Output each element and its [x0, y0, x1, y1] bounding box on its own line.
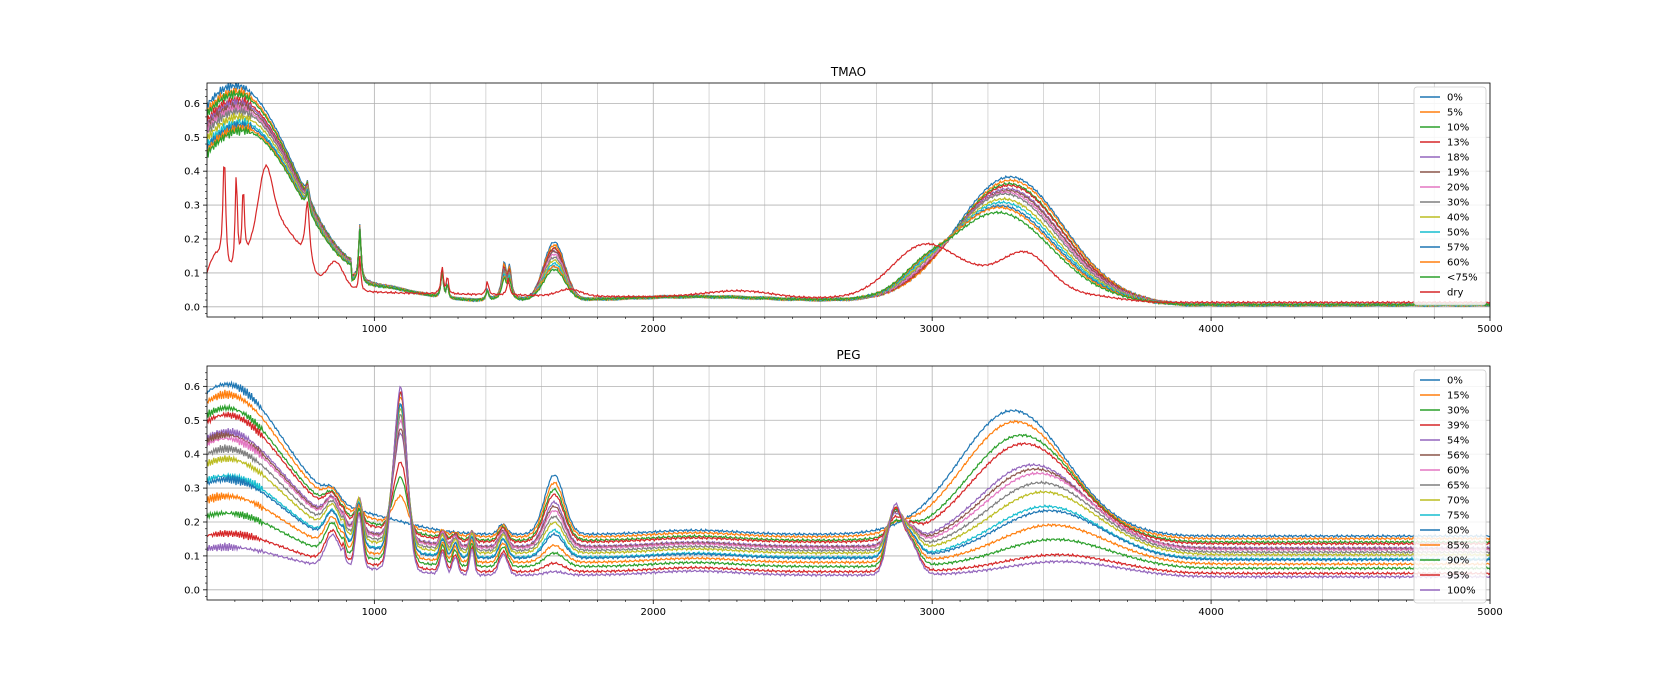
- y-tick-label: 0.4: [184, 450, 200, 461]
- legend-label: 80%: [1447, 526, 1469, 537]
- y-tick-label: 0.3: [184, 484, 200, 495]
- legend-label: 39%: [1447, 421, 1469, 432]
- x-tick-label: 1000: [362, 324, 387, 335]
- series-line-100%: [207, 385, 1490, 580]
- y-tick-label: 0.5: [184, 133, 200, 144]
- legend-label: dry: [1447, 288, 1463, 299]
- x-tick-label: 2000: [641, 324, 666, 335]
- x-tick-label: 5000: [1477, 324, 1502, 335]
- axes-frame: [206, 82, 1491, 318]
- y-tick-label: 0.2: [184, 518, 200, 529]
- legend-label: 65%: [1447, 481, 1469, 492]
- series-line-15%: [207, 389, 1490, 542]
- legend-label: 40%: [1447, 213, 1469, 224]
- y-tick-label: 0.1: [184, 268, 200, 279]
- series-group: [207, 83, 1490, 308]
- legend-label: 75%: [1447, 511, 1469, 522]
- series-line-57%: [207, 120, 1490, 308]
- legend-label: 100%: [1447, 586, 1476, 597]
- series-line-dry: [207, 163, 1490, 305]
- x-tick-label: 4000: [1198, 607, 1223, 618]
- x-tick-label: 5000: [1477, 607, 1502, 618]
- y-tick-label: 0.0: [184, 302, 200, 313]
- legend: 0% 15% 30% 39% 54% 56% 60% 65% 70% 75% 80% 85% 90% 95…: [1413, 369, 1487, 604]
- legend-label: 10%: [1447, 123, 1469, 134]
- y-tick-label: 0.5: [184, 416, 200, 427]
- series-line-50%: [207, 117, 1490, 308]
- legend-label: 60%: [1447, 466, 1469, 477]
- legend-label: 30%: [1447, 406, 1469, 417]
- legend-label: 0%: [1447, 376, 1463, 387]
- legend-label: 54%: [1447, 436, 1469, 447]
- series-line-95%: [207, 390, 1490, 576]
- y-tick-label: 0.3: [184, 201, 200, 212]
- x-tick-label: 4000: [1198, 324, 1223, 335]
- legend: 0% 5% 10% 13% 18% 19% 20% 30% 40% 50% 57% 60% <75% dr…: [1413, 86, 1487, 306]
- legend-label: 0%: [1447, 93, 1463, 104]
- legend-label: 50%: [1447, 228, 1469, 239]
- series-line-19%: [207, 101, 1490, 308]
- series-line-18%: [207, 98, 1490, 308]
- y-tick-label: 0.6: [184, 382, 200, 393]
- legend-label: 60%: [1447, 258, 1469, 269]
- series-line-60%: [207, 123, 1490, 308]
- legend-label: <75%: [1447, 273, 1478, 284]
- y-tick-label: 0.2: [184, 235, 200, 246]
- series-line-<75%: [207, 126, 1490, 308]
- series-line-54%: [207, 428, 1490, 551]
- legend-label: 5%: [1447, 108, 1463, 119]
- legend-label: 95%: [1447, 571, 1469, 582]
- legend-label: 70%: [1447, 496, 1469, 507]
- y-tick-label: 0.1: [184, 551, 200, 562]
- y-tick-label: 0.4: [184, 167, 200, 178]
- series-line-0%: [207, 380, 1490, 539]
- x-tick-label: 3000: [919, 324, 944, 335]
- series-group: [207, 380, 1490, 580]
- y-tick-label: 0.0: [184, 585, 200, 596]
- series-line-60%: [207, 418, 1490, 553]
- series-line-13%: [207, 95, 1490, 308]
- legend-label: 15%: [1447, 391, 1469, 402]
- chart-title: PEG: [836, 348, 860, 362]
- legend-label: 56%: [1447, 451, 1469, 462]
- x-tick-label: 2000: [641, 607, 666, 618]
- x-tick-label: 3000: [919, 607, 944, 618]
- legend-label: 19%: [1447, 168, 1469, 179]
- legend-label: 57%: [1447, 243, 1469, 254]
- series-line-85%: [207, 396, 1490, 567]
- legend-label: 85%: [1447, 541, 1469, 552]
- series-line-80%: [207, 402, 1490, 563]
- legend-label: 30%: [1447, 198, 1469, 209]
- chart-title: TMAO: [830, 65, 866, 79]
- series-line-56%: [207, 428, 1490, 552]
- series-line-10%: [207, 90, 1490, 308]
- series-line-40%: [207, 112, 1490, 308]
- y-tick-label: 0.6: [184, 99, 200, 110]
- series-line-90%: [207, 390, 1490, 571]
- legend-label: 18%: [1447, 153, 1469, 164]
- legend-label: 90%: [1447, 556, 1469, 567]
- series-line-70%: [207, 407, 1490, 558]
- series-line-0%: [207, 83, 1490, 308]
- series-line-30%: [207, 403, 1490, 545]
- legend-label: 13%: [1447, 138, 1469, 149]
- legend-label: 20%: [1447, 183, 1469, 194]
- series-line-39%: [207, 411, 1490, 547]
- panel-peg: 1000 2000 3000 4000 5000 0.0 0.1 0.2 0.3 0.4 0.5 0.…: [184, 348, 1503, 618]
- series-line-65%: [207, 413, 1490, 555]
- x-tick-label: 1000: [362, 607, 387, 618]
- panel-tmao: 1000 2000 3000 4000 5000 0.0 0.1 0.2 0.3 0.4 0.5 0.…: [184, 65, 1503, 335]
